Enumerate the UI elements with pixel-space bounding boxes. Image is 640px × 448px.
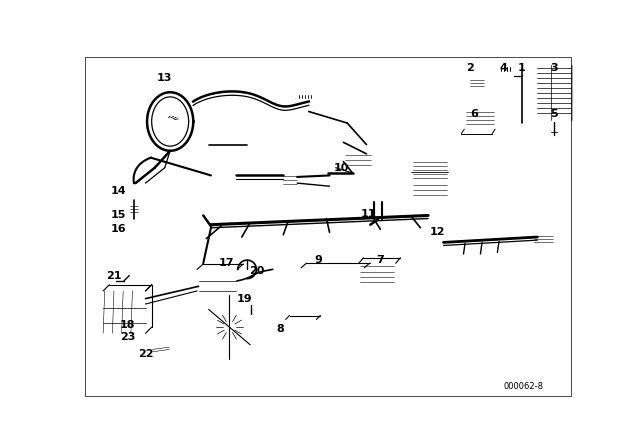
- Bar: [305, 271, 360, 285]
- Ellipse shape: [239, 116, 255, 127]
- Text: 21: 21: [106, 271, 122, 280]
- Polygon shape: [129, 183, 139, 191]
- Bar: [305, 287, 360, 301]
- Bar: [274, 232, 291, 241]
- Ellipse shape: [262, 267, 273, 275]
- Circle shape: [551, 129, 557, 135]
- Ellipse shape: [495, 253, 500, 257]
- Bar: [518, 120, 526, 125]
- Bar: [301, 268, 364, 305]
- Ellipse shape: [163, 118, 177, 125]
- Text: 23: 23: [120, 332, 136, 342]
- Text: 19: 19: [237, 293, 253, 304]
- Text: 2: 2: [466, 63, 474, 73]
- Bar: [103, 291, 145, 333]
- Bar: [432, 238, 446, 248]
- Text: 11: 11: [360, 209, 376, 219]
- Bar: [328, 137, 345, 146]
- Bar: [196, 236, 212, 245]
- Bar: [307, 323, 310, 336]
- Bar: [536, 65, 572, 120]
- Bar: [344, 152, 372, 171]
- Ellipse shape: [478, 254, 483, 258]
- Ellipse shape: [246, 296, 255, 302]
- Bar: [363, 294, 371, 299]
- Bar: [363, 271, 371, 276]
- Circle shape: [216, 313, 243, 341]
- Circle shape: [223, 321, 236, 333]
- Bar: [359, 263, 396, 289]
- Text: 20: 20: [250, 266, 265, 276]
- Bar: [363, 286, 371, 292]
- Bar: [292, 323, 296, 336]
- Bar: [411, 183, 448, 200]
- Bar: [297, 323, 300, 336]
- Text: 9: 9: [315, 255, 323, 265]
- Bar: [536, 65, 572, 120]
- Text: 3: 3: [550, 63, 558, 73]
- Polygon shape: [330, 168, 353, 186]
- Text: 14: 14: [111, 186, 126, 196]
- Text: 000062-8: 000062-8: [504, 382, 543, 391]
- Text: 17: 17: [219, 258, 234, 268]
- Ellipse shape: [129, 236, 140, 241]
- Text: 12: 12: [429, 228, 445, 237]
- Circle shape: [374, 165, 390, 181]
- Text: 18: 18: [120, 320, 136, 330]
- Text: 6: 6: [470, 109, 478, 119]
- Text: 7: 7: [376, 255, 384, 265]
- Bar: [245, 140, 259, 149]
- Bar: [464, 109, 495, 129]
- Text: 1: 1: [518, 63, 526, 73]
- Circle shape: [197, 295, 262, 359]
- Bar: [413, 225, 429, 234]
- Bar: [320, 229, 337, 238]
- Text: 15: 15: [111, 211, 126, 220]
- Text: 22: 22: [138, 349, 154, 359]
- Text: 13: 13: [157, 73, 172, 83]
- Bar: [363, 279, 371, 284]
- Text: 16: 16: [111, 224, 126, 234]
- Ellipse shape: [130, 220, 138, 224]
- Bar: [411, 160, 448, 181]
- Ellipse shape: [128, 219, 140, 225]
- Bar: [197, 269, 237, 304]
- Bar: [297, 99, 317, 108]
- Ellipse shape: [461, 254, 466, 258]
- Ellipse shape: [127, 228, 141, 236]
- Bar: [302, 323, 305, 336]
- Text: 10: 10: [334, 163, 349, 173]
- Polygon shape: [519, 65, 525, 74]
- Text: 8: 8: [276, 324, 284, 334]
- Ellipse shape: [247, 313, 255, 318]
- Ellipse shape: [242, 118, 253, 125]
- Circle shape: [265, 268, 271, 274]
- Circle shape: [362, 153, 402, 193]
- Ellipse shape: [464, 76, 489, 90]
- Polygon shape: [149, 345, 172, 356]
- Ellipse shape: [468, 78, 485, 88]
- Bar: [532, 234, 554, 246]
- Bar: [499, 71, 515, 82]
- Polygon shape: [130, 204, 138, 214]
- Ellipse shape: [129, 271, 141, 280]
- Polygon shape: [130, 191, 138, 200]
- Bar: [282, 174, 299, 188]
- Bar: [128, 229, 140, 238]
- Bar: [372, 226, 390, 236]
- Circle shape: [353, 144, 411, 202]
- Bar: [232, 234, 250, 243]
- Circle shape: [248, 296, 254, 302]
- Bar: [285, 319, 316, 341]
- Ellipse shape: [243, 255, 252, 261]
- Circle shape: [206, 304, 253, 350]
- Bar: [288, 323, 291, 336]
- Text: 4: 4: [500, 63, 508, 73]
- Bar: [299, 108, 312, 118]
- Text: 5: 5: [550, 109, 558, 119]
